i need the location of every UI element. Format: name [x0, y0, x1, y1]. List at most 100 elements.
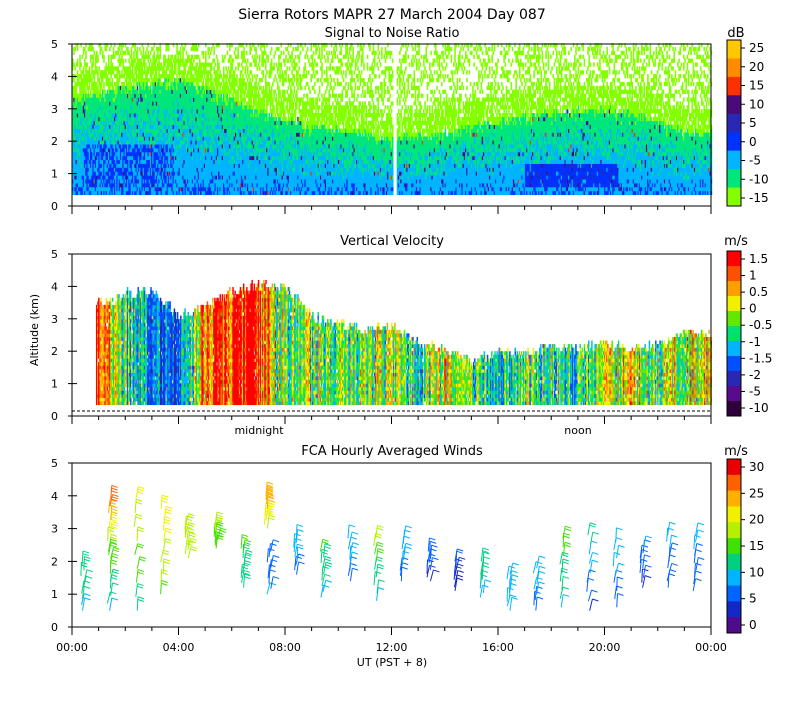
snr-cell — [77, 70, 79, 74]
snr-cell — [109, 78, 111, 82]
snr-cell — [101, 47, 103, 51]
snr-cell — [98, 78, 100, 82]
snr-cell — [114, 55, 116, 59]
snr-cell — [118, 66, 120, 70]
snr-image — [72, 43, 712, 195]
snr-cell — [85, 55, 87, 59]
snr-cell — [126, 78, 128, 82]
snr-cell — [90, 94, 92, 98]
snr-cell — [89, 86, 91, 90]
snr-cell — [91, 66, 93, 70]
snr-cell — [90, 74, 92, 78]
snr-cell — [92, 59, 94, 63]
snr-cell — [89, 66, 91, 70]
snr-cell — [121, 47, 123, 51]
snr-cell — [101, 86, 103, 90]
snr-cell — [73, 78, 75, 82]
snr-cell — [97, 70, 99, 74]
snr-cell — [119, 55, 121, 59]
snr-cell — [85, 51, 87, 55]
snr-cell — [121, 70, 123, 74]
snr-cell — [125, 51, 127, 55]
snr-cell — [78, 78, 80, 82]
snr-cell — [85, 66, 87, 70]
snr-cell — [118, 82, 120, 86]
snr-cell — [77, 62, 79, 66]
snr-cell — [84, 47, 86, 51]
snr-cell — [106, 70, 108, 74]
snr-cell — [125, 59, 127, 63]
snr-cell — [97, 86, 99, 90]
snr-cell — [119, 78, 121, 82]
snr-cell — [120, 62, 122, 66]
snr-cell — [74, 47, 76, 51]
snr-cell — [77, 47, 79, 51]
snr-cell — [92, 62, 94, 66]
snr-cell — [103, 59, 105, 63]
snr-cell — [73, 51, 75, 55]
snr-cell — [89, 70, 91, 74]
snr-cell — [94, 74, 96, 78]
snr-cell — [79, 59, 81, 63]
snr-cell — [86, 82, 88, 86]
snr-cell — [118, 51, 120, 55]
snr-cell — [90, 59, 92, 63]
snr-cell — [124, 74, 126, 78]
snr-cell — [113, 51, 115, 55]
snr-cell — [73, 62, 75, 66]
snr-cell — [109, 86, 111, 90]
snr-cell — [92, 47, 94, 51]
snr-cell — [120, 51, 122, 55]
snr-cell — [84, 86, 86, 90]
snr-cell — [102, 51, 104, 55]
snr-cell — [85, 90, 87, 94]
snr-cell — [112, 82, 114, 86]
snr-cell — [96, 66, 98, 70]
snr-cell — [84, 59, 86, 63]
snr-cell — [80, 74, 82, 78]
snr-cell — [94, 78, 96, 82]
snr-cell — [82, 55, 84, 59]
snr-cell — [104, 90, 106, 94]
figure-title: Sierra Rotors MAPR 27 March 2004 Day 087 — [238, 7, 545, 23]
snr-cell — [103, 86, 105, 90]
snr-cell — [103, 82, 105, 86]
snr-cell — [112, 78, 114, 82]
snr-cell — [110, 59, 112, 63]
snr-cell — [109, 47, 111, 51]
snr-cell — [108, 59, 110, 63]
snr-cell — [122, 62, 124, 66]
snr-cell — [97, 74, 99, 78]
snr-cell — [97, 55, 99, 59]
snr-cell — [86, 62, 88, 66]
snr-cell — [96, 82, 98, 86]
snr-cell — [90, 90, 92, 94]
snr-cell — [122, 59, 124, 63]
snr-cell — [100, 51, 102, 55]
snr-cell — [98, 66, 100, 70]
snr-cell — [91, 78, 93, 82]
snr-cell — [113, 86, 115, 90]
snr-cell — [103, 55, 105, 59]
snr-cell — [83, 51, 85, 55]
snr-cell — [101, 82, 103, 86]
snr-cell — [119, 70, 121, 74]
snr-cell — [88, 90, 90, 94]
snr-cell — [89, 82, 91, 86]
snr-cell — [83, 70, 85, 74]
snr-cell — [76, 86, 78, 90]
snr-cell — [100, 90, 102, 94]
snr-cell — [83, 66, 85, 70]
figure: Sierra Rotors MAPR 27 March 2004 Day 087… — [0, 0, 800, 700]
snr-cell — [113, 47, 115, 51]
snr-cell — [79, 66, 81, 70]
snr-cell — [106, 47, 108, 51]
snr-cell — [94, 51, 96, 55]
snr-cell — [77, 59, 79, 63]
snr-cell — [76, 90, 78, 94]
snr-cell — [80, 62, 82, 66]
figure-canvas: Sierra Rotors MAPR 27 March 2004 Day 087… — [0, 0, 800, 700]
snr-cell — [112, 62, 114, 66]
snr-cell — [95, 62, 97, 66]
snr-cell — [108, 62, 110, 66]
